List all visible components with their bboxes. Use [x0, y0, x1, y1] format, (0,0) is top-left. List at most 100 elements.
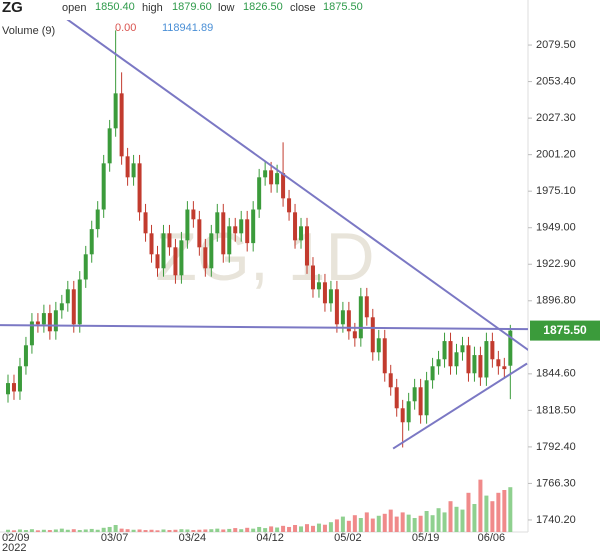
- candle-body: [400, 408, 405, 423]
- candle-body: [406, 401, 411, 423]
- trendline: [66, 20, 528, 352]
- candle-body: [466, 345, 471, 374]
- volume-bar: [143, 530, 148, 532]
- volume-bar: [71, 529, 76, 532]
- candle-body: [113, 93, 118, 129]
- candle-body: [436, 359, 441, 367]
- candle-body: [346, 310, 351, 332]
- volume-bar: [257, 526, 262, 532]
- candle-body: [119, 93, 124, 157]
- candle-body: [41, 313, 46, 325]
- candle-body: [305, 226, 309, 266]
- header-value: 1850.40: [95, 1, 135, 13]
- x-tick-label: 04/12: [256, 532, 284, 544]
- y-tick-label: 2053.40: [536, 75, 576, 87]
- x-tick-label: 03/24: [179, 532, 207, 544]
- volume-bar: [418, 515, 423, 532]
- volume-bar: [203, 529, 208, 532]
- volume-bar: [251, 528, 256, 532]
- candle-body: [233, 226, 238, 234]
- volume-bar: [382, 513, 387, 532]
- volume-bar: [173, 529, 178, 532]
- candle-body: [179, 240, 184, 276]
- header-label: high: [142, 2, 163, 14]
- volume-bar: [388, 509, 393, 532]
- volume-bar: [352, 515, 357, 532]
- volume-bar: [131, 529, 136, 532]
- y-tick-label: 1792.40: [536, 441, 576, 453]
- volume-bar: [316, 523, 321, 532]
- candle-body: [334, 289, 339, 325]
- candle-body: [167, 233, 172, 248]
- volume-bar: [59, 528, 64, 532]
- x-tick-label: 02/09: [2, 532, 30, 544]
- candle-body: [65, 289, 70, 304]
- volume-bar: [484, 495, 489, 532]
- y-tick-label: 2027.30: [536, 112, 576, 124]
- candle-body: [316, 282, 321, 290]
- candle-body: [490, 341, 495, 360]
- candle-body: [287, 198, 292, 213]
- candle-body: [245, 219, 250, 244]
- candle-body: [478, 355, 483, 378]
- candle-body: [263, 170, 268, 178]
- volume-bar: [35, 530, 40, 532]
- volume-bar: [113, 525, 118, 532]
- volume-bar: [287, 526, 292, 532]
- candle-body: [29, 321, 34, 346]
- symbol: ZG: [2, 0, 23, 16]
- candle-body: [460, 345, 465, 353]
- volume-bar: [340, 516, 345, 532]
- candle-body: [382, 338, 387, 374]
- volume-bar: [23, 530, 28, 532]
- candle-body: [412, 387, 417, 402]
- candle-body: [23, 345, 28, 367]
- volume-bar: [472, 504, 477, 532]
- volume-bar: [89, 528, 94, 532]
- volume-bar: [53, 529, 58, 532]
- candle-body: [137, 163, 142, 213]
- header-label: low: [218, 2, 235, 14]
- candle-body: [328, 289, 333, 304]
- volume-label: Volume (9): [2, 25, 55, 37]
- candle-body: [203, 247, 208, 269]
- candle-body: [227, 226, 232, 255]
- header-label: open: [62, 2, 86, 14]
- volume-bar: [149, 529, 154, 532]
- volume-bar: [334, 519, 339, 532]
- candle-body: [448, 341, 453, 367]
- volume-bar: [412, 518, 417, 532]
- candle-body: [239, 219, 244, 234]
- candle-body: [496, 359, 501, 367]
- volume-bar: [221, 529, 226, 532]
- year-label: 2022: [2, 542, 26, 554]
- y-tick-label: 1740.20: [536, 514, 576, 526]
- watermark: ZG, 1D: [155, 219, 374, 295]
- volume-bar: [466, 492, 471, 532]
- volume-bar: [137, 529, 142, 532]
- volume-bar: [370, 518, 375, 532]
- candle-body: [310, 265, 315, 290]
- volume-bar: [406, 514, 411, 532]
- volume-bar: [77, 530, 82, 532]
- volume-bar: [107, 526, 112, 532]
- volume-bar: [293, 525, 298, 532]
- y-tick-label: 1818.50: [536, 404, 576, 416]
- volume-bar: [454, 506, 459, 532]
- candle-body: [418, 387, 423, 416]
- candle-body: [83, 254, 88, 280]
- candle-body: [131, 163, 136, 178]
- candle-body: [364, 296, 369, 318]
- volume-bar: [400, 512, 405, 532]
- candle-body: [11, 383, 16, 392]
- candle-body: [77, 279, 82, 325]
- candle-body: [251, 209, 256, 244]
- candle-body: [508, 330, 513, 366]
- candle-body: [376, 338, 381, 353]
- volume-bar: [263, 528, 268, 532]
- candle-body: [454, 352, 459, 367]
- x-tick-label: 06/06: [478, 532, 506, 544]
- volume-bar: [305, 524, 309, 532]
- volume-bar: [430, 515, 435, 532]
- candle-body: [95, 209, 100, 230]
